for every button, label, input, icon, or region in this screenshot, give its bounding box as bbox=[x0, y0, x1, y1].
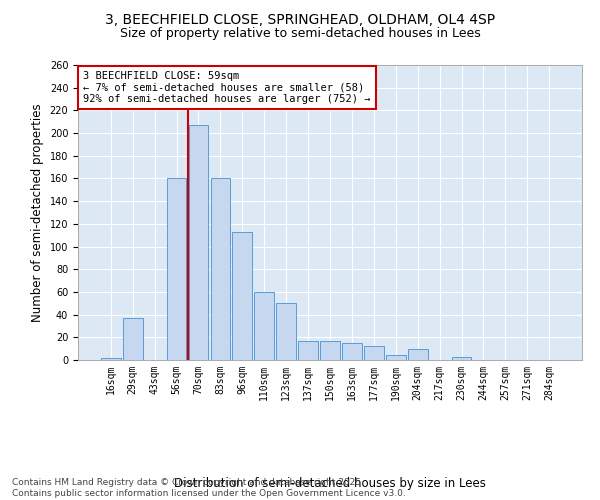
Bar bbox=[254, 292, 274, 360]
Bar bbox=[123, 318, 143, 360]
Bar bbox=[188, 125, 208, 360]
Bar bbox=[232, 232, 252, 360]
Bar bbox=[101, 358, 121, 360]
Bar bbox=[342, 343, 362, 360]
Bar bbox=[211, 178, 230, 360]
Bar bbox=[452, 356, 472, 360]
Text: 3, BEECHFIELD CLOSE, SPRINGHEAD, OLDHAM, OL4 4SP: 3, BEECHFIELD CLOSE, SPRINGHEAD, OLDHAM,… bbox=[105, 12, 495, 26]
X-axis label: Distribution of semi-detached houses by size in Lees: Distribution of semi-detached houses by … bbox=[174, 476, 486, 490]
Bar bbox=[276, 304, 296, 360]
Text: Contains HM Land Registry data © Crown copyright and database right 2025.
Contai: Contains HM Land Registry data © Crown c… bbox=[12, 478, 406, 498]
Bar bbox=[167, 178, 187, 360]
Text: Size of property relative to semi-detached houses in Lees: Size of property relative to semi-detach… bbox=[119, 28, 481, 40]
Bar bbox=[408, 348, 428, 360]
Bar bbox=[386, 356, 406, 360]
Text: 3 BEECHFIELD CLOSE: 59sqm
← 7% of semi-detached houses are smaller (58)
92% of s: 3 BEECHFIELD CLOSE: 59sqm ← 7% of semi-d… bbox=[83, 71, 371, 104]
Bar bbox=[364, 346, 384, 360]
Bar bbox=[298, 340, 318, 360]
Bar bbox=[320, 340, 340, 360]
Y-axis label: Number of semi-detached properties: Number of semi-detached properties bbox=[31, 103, 44, 322]
